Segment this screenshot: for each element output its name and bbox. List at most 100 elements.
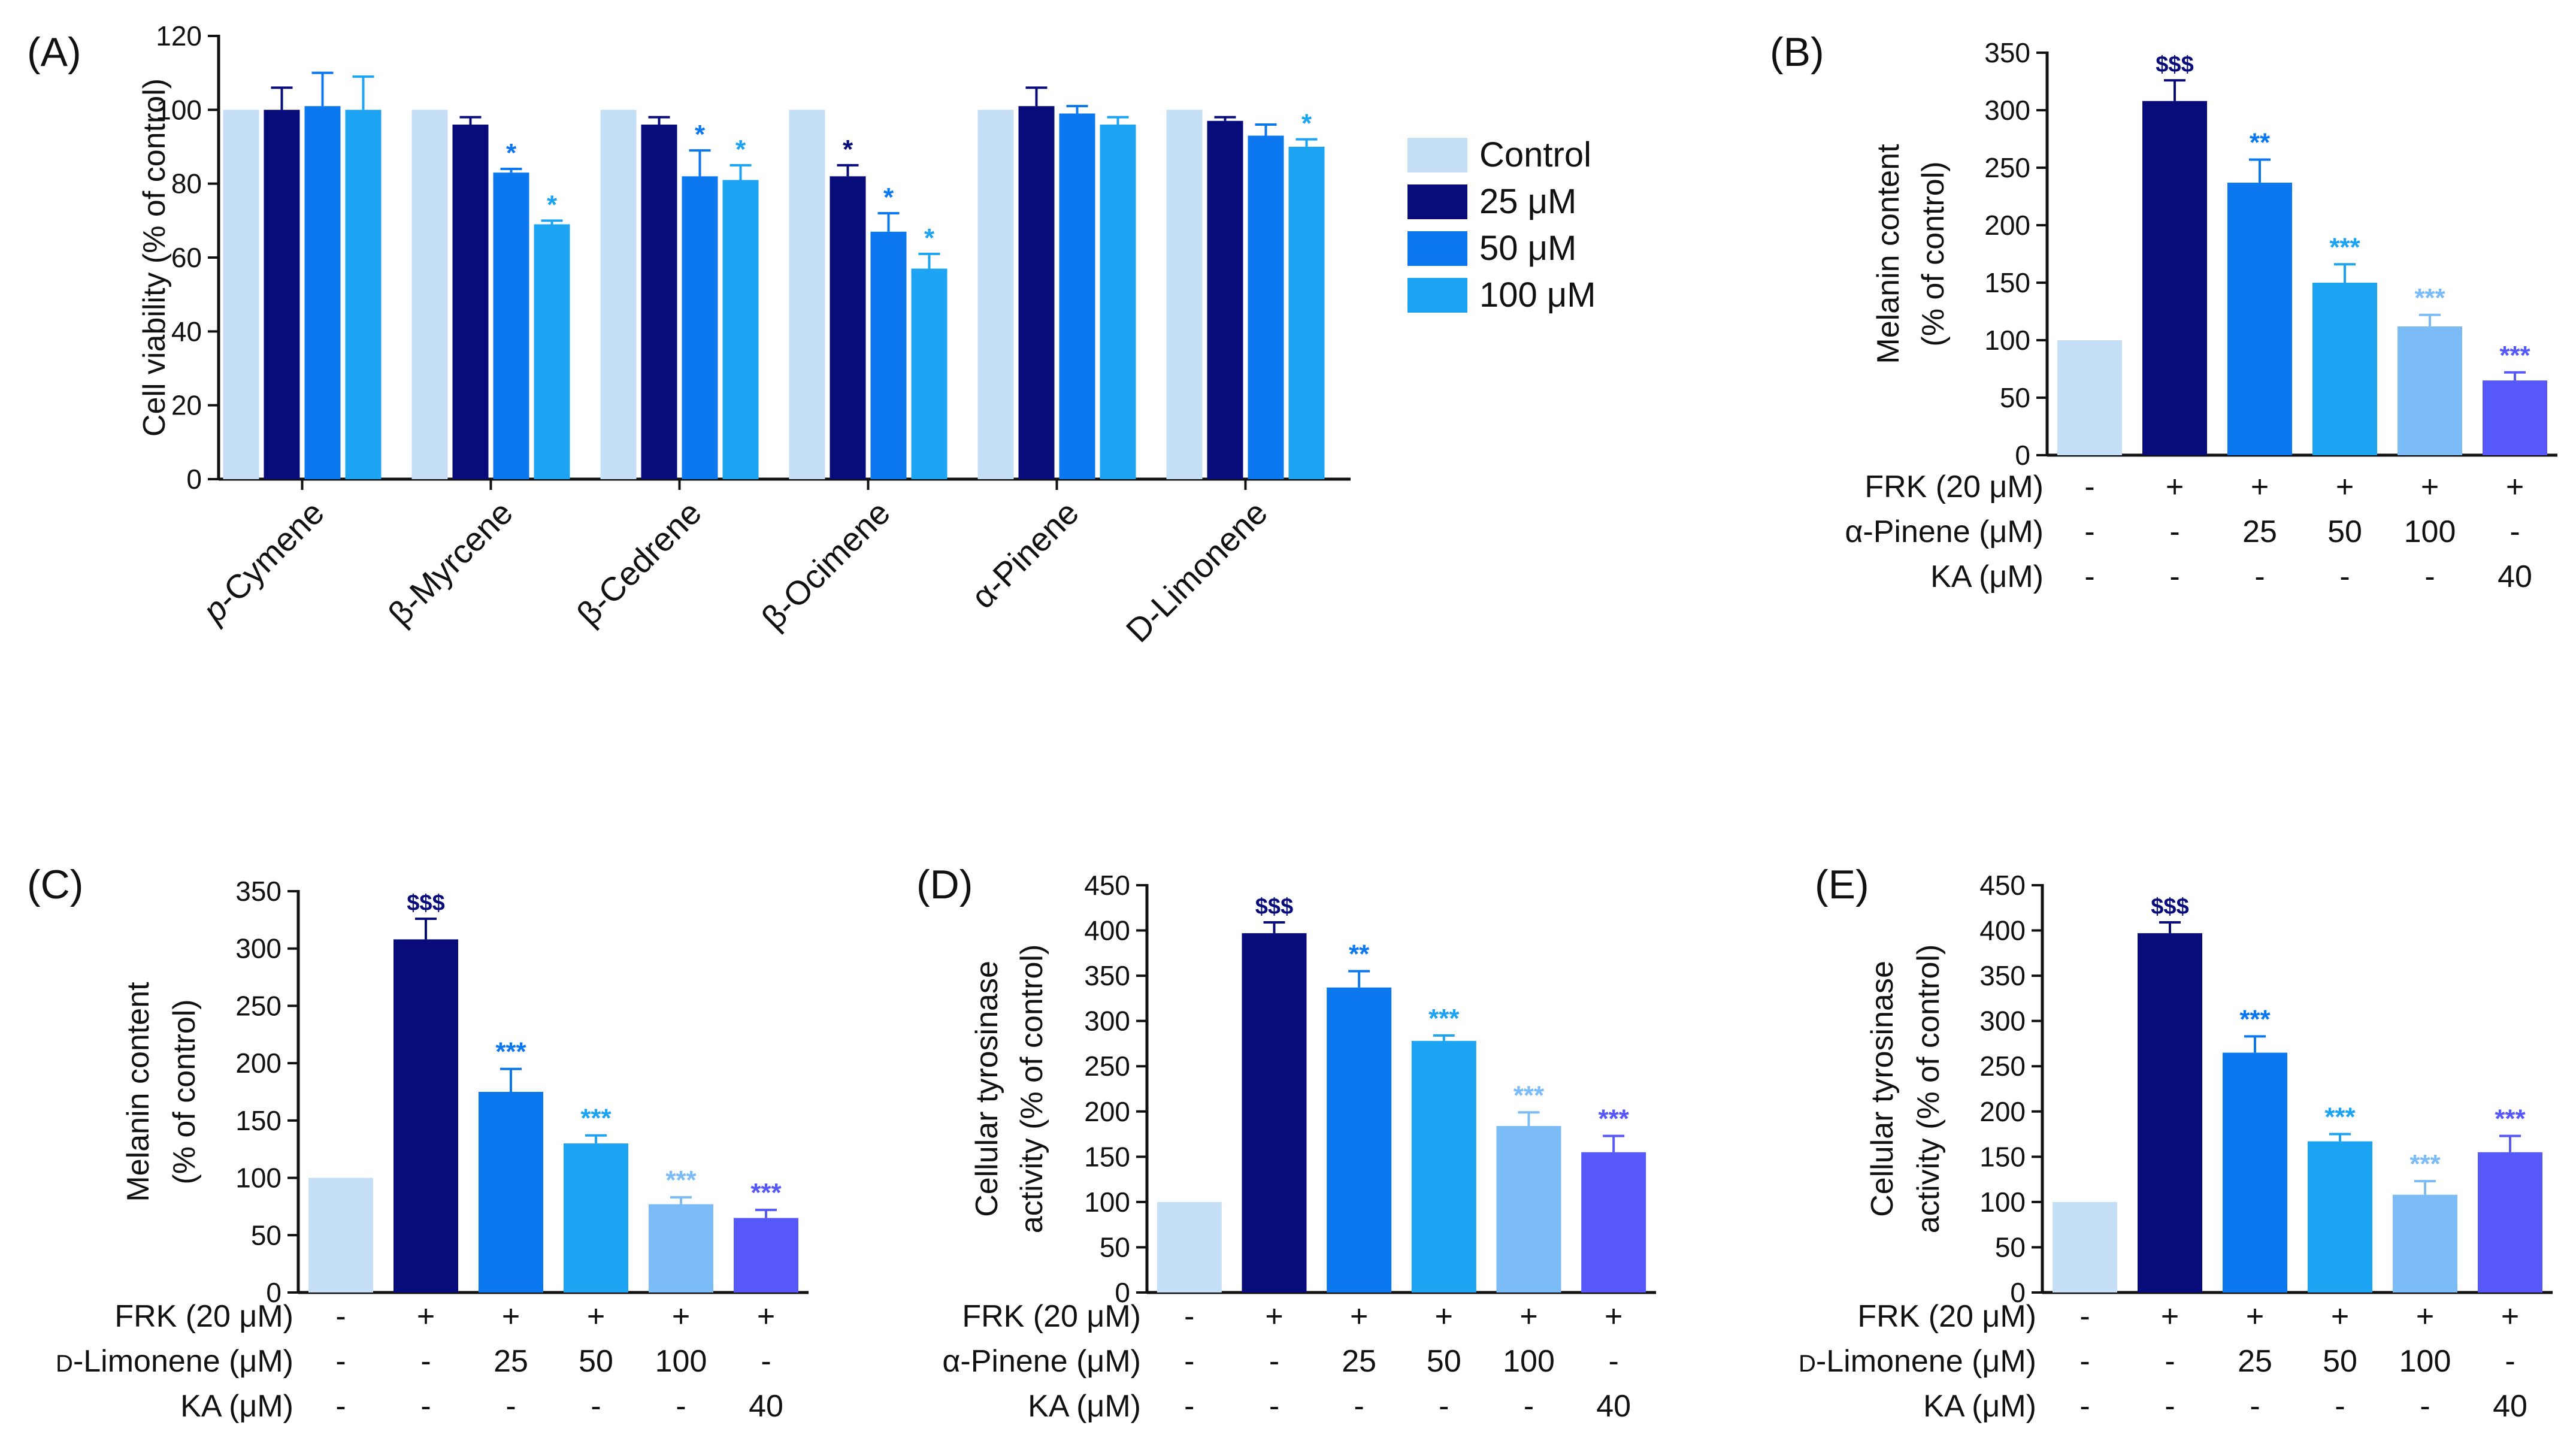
y-tick-label-120: 120	[156, 20, 202, 52]
bar-a-1-1	[452, 125, 489, 479]
panel-label-a: (A)	[27, 29, 81, 75]
bar-a-5-2	[1248, 135, 1284, 479]
y-tick-label-20: 20	[171, 390, 202, 421]
bar-b-0	[2057, 340, 2122, 455]
cond-b-0-0: -	[2084, 470, 2094, 504]
y-tick-label-80: 80	[171, 168, 202, 199]
bar-a-1-0	[411, 110, 448, 480]
sig-a-3-2: *	[883, 183, 894, 212]
cond-label-d-1: α-Pinene (μM)	[942, 1344, 1141, 1379]
bar-a-0-0	[223, 110, 259, 480]
y-tick-label-250: 250	[1084, 1051, 1130, 1082]
cond-label-b-0: FRK (20 μM)	[1864, 470, 2044, 504]
cond-c-0-3: +	[587, 1299, 605, 1334]
cond-e-0-0: -	[2079, 1299, 2090, 1334]
y-axis-title-c-1: (% of control)	[167, 999, 202, 1184]
cond-b-0-3: +	[2336, 470, 2354, 504]
sig-a-5-3: *	[1301, 109, 1312, 138]
cond-b-1-1: -	[2169, 514, 2179, 549]
legend-swatch-0	[1407, 138, 1467, 172]
cond-e-2-2: -	[2250, 1389, 2260, 1424]
legend-label-3: 100 μM	[1479, 276, 1596, 314]
y-tick-label-350: 350	[1979, 960, 2026, 991]
category-label-4: α-Pinene	[964, 494, 1086, 616]
y-tick-label-100: 100	[1084, 1186, 1130, 1218]
cond-label-c-1: D-Limonene (μM)	[56, 1344, 293, 1379]
cond-e-1-3: 50	[2323, 1344, 2357, 1379]
cond-e-0-5: +	[2501, 1299, 2519, 1334]
cond-b-1-4: 100	[2404, 514, 2456, 549]
sig-d-1: $$$	[1255, 894, 1293, 919]
y-tick-label-60: 60	[171, 242, 202, 273]
cond-d-1-1: -	[1269, 1344, 1279, 1379]
sig-b-4: ***	[2414, 283, 2445, 313]
y-tick-label-100: 100	[1984, 325, 2030, 356]
bar-c-5	[734, 1218, 798, 1292]
cond-c-0-2: +	[502, 1299, 520, 1334]
bar-c-0	[308, 1177, 373, 1292]
y-tick-label-400: 400	[1084, 915, 1130, 946]
bar-e-2	[2223, 1052, 2287, 1292]
y-tick-label-50: 50	[1100, 1231, 1130, 1263]
y-tick-label-150: 150	[235, 1105, 281, 1136]
cond-d-0-1: +	[1265, 1299, 1283, 1334]
y-tick-label-250: 250	[1979, 1051, 2026, 1082]
category-label-2: β-Cedrene	[570, 494, 709, 632]
cond-label-rest-e: -Limonene (μM)	[1816, 1344, 2036, 1379]
y-tick-label-250: 250	[1984, 152, 2030, 183]
cond-d-1-5: -	[1609, 1344, 1619, 1379]
cond-b-1-0: -	[2084, 514, 2094, 549]
cond-e-0-1: +	[2161, 1299, 2179, 1334]
y-tick-label-350: 350	[235, 876, 281, 907]
panel-a: (A) 0 20 40 60 80 100 120 Cell viability (% of c…	[27, 20, 1596, 649]
y-tick-label-150: 150	[1984, 267, 2030, 298]
y-tick-label-100: 100	[1979, 1186, 2026, 1218]
cond-d-0-3: +	[1435, 1299, 1453, 1334]
cond-c-2-4: -	[676, 1389, 686, 1424]
cond-c-0-5: +	[757, 1299, 775, 1334]
y-axis-title-c-0: Melanin content	[121, 982, 156, 1202]
bar-a-2-3	[722, 180, 759, 479]
y-tick-label-0: 0	[186, 464, 202, 495]
cond-b-1-3: 50	[2327, 514, 2362, 549]
sig-c-1: $$$	[407, 891, 444, 916]
legend-label-1: 25 μM	[1479, 182, 1576, 221]
bar-a-5-3	[1288, 147, 1325, 479]
sig-d-4: ***	[1513, 1080, 1545, 1110]
cond-e-1-5: -	[2505, 1344, 2515, 1379]
y-axis-title-e-1: activity (% of control)	[1911, 945, 1946, 1234]
sig-c-5: ***	[750, 1178, 782, 1207]
bar-e-1	[2138, 933, 2202, 1292]
category-label-0: p-Cymene	[194, 494, 331, 631]
cond-d-2-1: -	[1269, 1389, 1279, 1424]
cond-c-2-1: -	[420, 1389, 431, 1424]
bar-a-3-3	[911, 268, 948, 479]
sig-c-4: ***	[665, 1166, 697, 1195]
y-axis-title-d-0: Cellular tyrosinase	[970, 961, 1004, 1217]
cond-label-d-0: FRK (20 μM)	[962, 1299, 1141, 1334]
y-tick-label-400: 400	[1979, 915, 2026, 946]
bar-e-4	[2393, 1194, 2457, 1292]
sig-b-1: $$$	[2156, 52, 2193, 77]
cond-e-1-0: -	[2079, 1344, 2090, 1379]
cond-e-2-4: -	[2420, 1389, 2430, 1424]
cond-label-c-0: FRK (20 μM)	[114, 1299, 293, 1334]
sig-e-2: ***	[2239, 1004, 2271, 1034]
bar-a-4-0	[977, 110, 1014, 480]
cond-label-smallcap-e: D	[1799, 1351, 1816, 1377]
panel-label-b: (B)	[1770, 29, 1824, 75]
bar-a-3-0	[789, 110, 825, 480]
bar-c-1	[393, 939, 458, 1292]
cond-c-0-1: +	[417, 1299, 435, 1334]
y-tick-label-0: 0	[2015, 440, 2030, 471]
cond-label-b-1: α-Pinene (μM)	[1845, 514, 2044, 549]
bar-c-2	[479, 1092, 543, 1292]
cond-b-0-1: +	[2166, 470, 2184, 504]
bar-a-0-2	[304, 106, 341, 479]
panel-c: (C) 0 50 100 150 200 250 300 350 Melanin content (…	[27, 862, 809, 1424]
cond-c-1-4: 100	[655, 1344, 707, 1379]
panel-label-d: (D)	[916, 862, 973, 907]
category-label-5: D-Limonene	[1119, 494, 1275, 649]
y-tick-label-100: 100	[156, 94, 202, 125]
y-axis-title-b-0: Melanin content	[1871, 144, 1906, 364]
